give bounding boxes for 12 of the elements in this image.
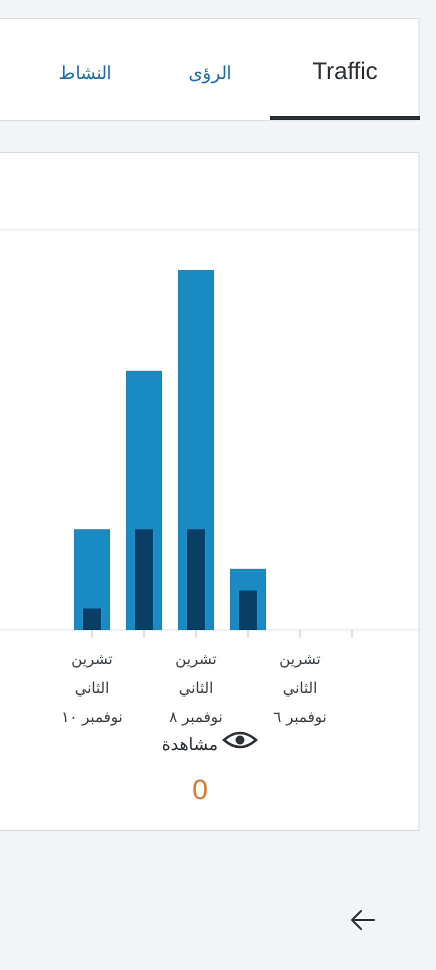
bar [239, 590, 257, 630]
text: 0 [192, 774, 208, 805]
x-tick-label: تشرين الثاني نوفمبر ١٠ [61, 650, 123, 726]
text: النشاط [58, 63, 112, 83]
text: Traffic [312, 58, 378, 85]
x-tick-label: تشرين الثاني نوفمبر ٦ [273, 650, 327, 726]
bar [187, 529, 205, 630]
bar [135, 529, 153, 630]
text: الرؤى [188, 63, 232, 84]
x-tick-label: تشرين الثاني نوفمبر ٨ [169, 650, 223, 726]
text: مشاهدة [162, 735, 218, 755]
bar [83, 608, 101, 630]
